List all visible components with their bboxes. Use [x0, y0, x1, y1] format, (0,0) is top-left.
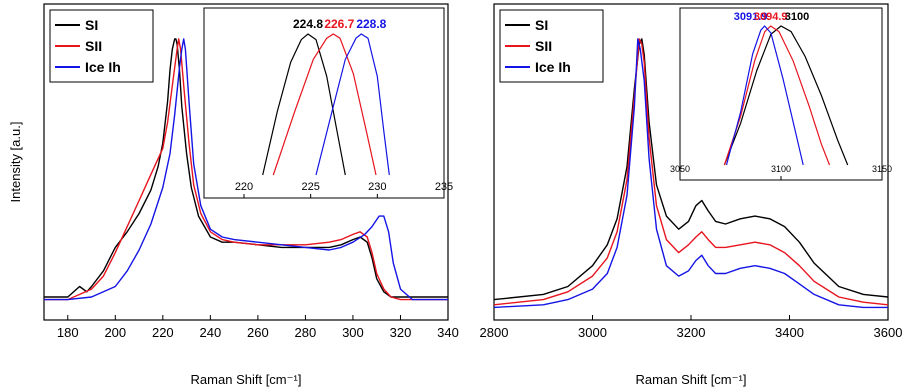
- legend-label-si: SI: [85, 17, 98, 33]
- left-x-ticks: 180 200 220 240 260 280 300 320 340: [57, 315, 459, 340]
- right-inset-series-group: [723, 25, 849, 166]
- right-legend-items: SI SII Ice Ih: [505, 17, 571, 75]
- series-line-sii: [44, 38, 448, 301]
- x-tick-label: 3600: [874, 325, 903, 340]
- series-line-si: [44, 38, 448, 298]
- legend-label-sii: SII: [85, 38, 102, 54]
- peak-annotation: 3100: [785, 11, 809, 23]
- left-inset-series-group: [262, 33, 390, 176]
- peak-annotation: 3094.9: [754, 11, 788, 23]
- legend-label-si: SI: [535, 17, 548, 33]
- inset-x-tick-label: 220: [235, 181, 253, 193]
- inset-x-tick-label: 3050: [670, 164, 690, 174]
- peak-annotation: 228.8: [356, 17, 386, 31]
- x-tick-label: 300: [342, 325, 364, 340]
- left-panel: 180 200 220 240 260 280 300 320 340 Raman Shift …: [8, 3, 459, 387]
- left-inset-annotations: 224.8 226.7 228.8: [293, 17, 387, 31]
- x-tick-label: 340: [437, 325, 459, 340]
- inset-x-tick-label: 230: [368, 181, 386, 193]
- right-x-ticks: 2800 3000 3200 3400 3600: [480, 315, 903, 340]
- inset-series-line-si: [262, 33, 346, 176]
- x-tick-label: 220: [152, 325, 174, 340]
- inset-x-tick-label: 235: [435, 181, 453, 193]
- inset-series-line-si: [723, 25, 849, 166]
- left-x-axis-label: Raman Shift [cm⁻¹]: [191, 372, 302, 387]
- series-line-si: [493, 38, 889, 301]
- series-line-ice-ih: [493, 38, 888, 309]
- x-tick-label: 3000: [578, 325, 607, 340]
- x-tick-label: 3400: [775, 325, 804, 340]
- x-tick-label: 240: [200, 325, 222, 340]
- inset-x-tick-label: 225: [301, 181, 319, 193]
- legend-label-ice-ih: Ice Ih: [85, 59, 121, 75]
- right-x-axis-label: Raman Shift [cm⁻¹]: [636, 372, 747, 387]
- x-tick-label: 200: [104, 325, 126, 340]
- inset-x-tick-label: 3100: [771, 164, 791, 174]
- series-line-sii: [493, 38, 889, 306]
- x-tick-label: 280: [295, 325, 317, 340]
- left-y-axis-label: Intensity [a.u.]: [8, 122, 23, 203]
- inset-series-line-sii: [723, 25, 831, 166]
- x-tick-label: 180: [57, 325, 79, 340]
- left-legend-items: SI SII Ice Ih: [55, 17, 121, 75]
- x-tick-label: 2800: [480, 325, 509, 340]
- inset-series-line-sii: [272, 33, 377, 176]
- x-tick-label: 320: [390, 325, 412, 340]
- x-tick-label: 3200: [677, 325, 706, 340]
- peak-annotation: 3091.9: [734, 11, 768, 23]
- right-series-group: [493, 38, 889, 309]
- inset-x-tick-label: 3150: [872, 164, 892, 174]
- inset-series-line-ice-ih: [725, 25, 804, 166]
- peak-annotation: 224.8: [293, 17, 323, 31]
- inset-series-line-ice-ih: [315, 33, 390, 176]
- left-inset-frame: [203, 7, 445, 199]
- legend-label-ice-ih: Ice Ih: [535, 59, 571, 75]
- right-inset-x-ticks: 3050 3100 3150: [670, 164, 892, 180]
- left-inset-x-ticks: 220 225 230 235: [235, 181, 453, 198]
- right-inset-frame: [679, 7, 883, 181]
- legend-label-sii: SII: [535, 38, 552, 54]
- left-series-group: [44, 38, 448, 301]
- right-panel: 2800 3000 3200 3400 3600 Raman Shift [cm⁻¹] …: [480, 3, 903, 387]
- x-tick-label: 260: [247, 325, 269, 340]
- series-line-ice-ih: [44, 38, 448, 301]
- peak-annotation: 226.7: [324, 17, 354, 31]
